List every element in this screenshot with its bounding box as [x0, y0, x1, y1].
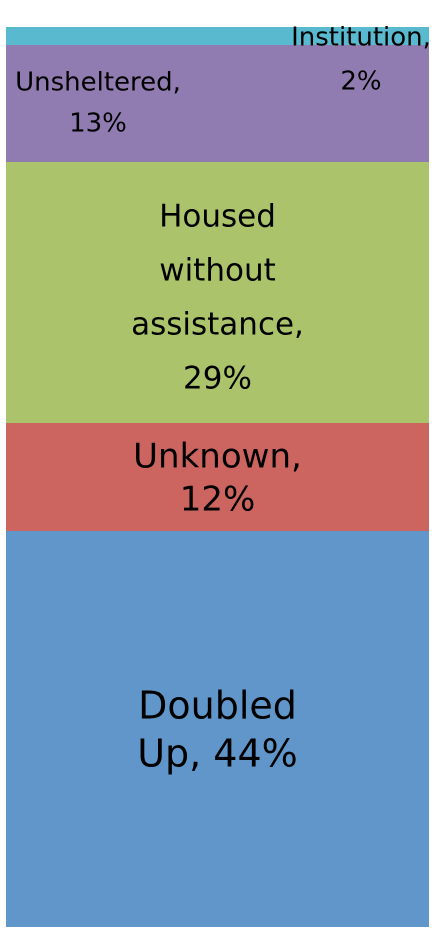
data-label-line: Up, 44%	[137, 731, 298, 775]
data-label-line: 2%	[340, 66, 381, 96]
data-label-line: 29%	[183, 361, 252, 397]
data-label-line: 12%	[180, 480, 256, 520]
data-label-institution: Institution, 2%	[291, 22, 431, 96]
data-label-line: Institution,	[291, 22, 431, 52]
bar-segments	[6, 27, 429, 927]
data-label-doubled-up: Doubled Up, 44%	[137, 683, 298, 775]
data-label-line: Unknown,	[133, 437, 302, 477]
data-label-line: without	[159, 253, 276, 289]
data-label-housed-without-assistance: Housed without assistance, 29%	[131, 199, 304, 397]
data-label-unsheltered: Unsheltered, 13%	[15, 67, 181, 138]
data-label-line: Unsheltered,	[15, 67, 181, 97]
bar-segment-institution	[6, 27, 429, 45]
data-label-line: Housed	[159, 199, 276, 235]
bar-segment-unsheltered	[6, 45, 429, 162]
segment-labels: Doubled Up, 44% Unknown, 12% Housed without as…	[15, 22, 431, 775]
data-label-line: assistance,	[131, 307, 304, 343]
data-label-unknown: Unknown, 12%	[133, 437, 302, 520]
data-label-line: Doubled	[138, 683, 297, 727]
bar-segment-doubled-up	[6, 531, 429, 927]
bar-segment-housed-without-assistance	[6, 162, 429, 423]
data-label-line: 13%	[69, 108, 127, 138]
bar-segment-unknown	[6, 423, 429, 531]
